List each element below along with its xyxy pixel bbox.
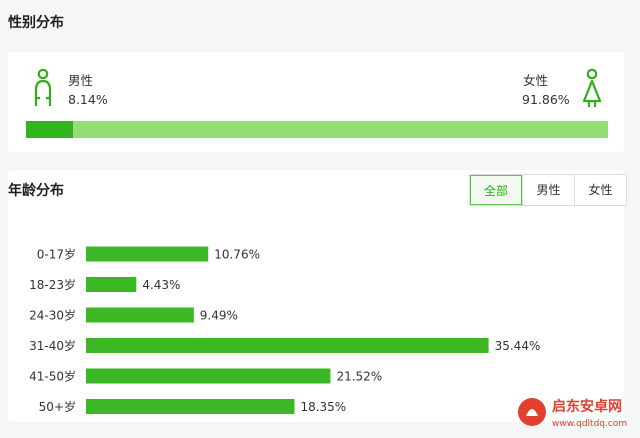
- age-bar-value-label: 18.35%: [300, 400, 346, 414]
- age-distribution-chart: 0-17岁 10.76% 18-23岁 4.43% 24-30岁 9.49% 31-40岁 3…: [29, 246, 541, 414]
- gender-ratio-bar: [26, 121, 608, 138]
- age-section-title: 年龄分布: [8, 183, 64, 199]
- age-category-label: 0-17岁: [37, 247, 76, 262]
- age-category-label: 24-30岁: [29, 308, 76, 323]
- age-bar-value-label: 10.76%: [214, 248, 260, 262]
- male-person-icon: [34, 68, 52, 106]
- gender-card: 男性 8.14% 女性 91.86%: [8, 52, 624, 152]
- age-bar: [86, 246, 209, 262]
- age-category-label: 41-50岁: [29, 369, 76, 384]
- female-label: 女性: [523, 73, 549, 88]
- age-bar-value-label: 4.43%: [142, 278, 180, 292]
- age-bar: [86, 277, 137, 292]
- male-label: 男性: [68, 73, 94, 88]
- tab-all[interactable]: 全部: [470, 175, 522, 205]
- female-person-icon: [582, 68, 602, 107]
- tab-male[interactable]: 男性: [522, 175, 574, 205]
- svg-text:www.qdltdq.com: www.qdltdq.com: [552, 419, 627, 429]
- age-category-label: 18-23岁: [29, 277, 76, 292]
- watermark-logo: 启东安卓网 www.qdltdq.com: [516, 392, 640, 434]
- age-bar: [86, 368, 331, 384]
- male-percent: 8.14%: [68, 92, 108, 107]
- gender-ratio-male-segment: [26, 121, 74, 138]
- tab-female[interactable]: 女性: [574, 175, 626, 205]
- age-bar-value-label: 21.52%: [336, 370, 382, 384]
- age-filter-tabs: 全部 男性 女性: [469, 174, 627, 206]
- age-bar-value-label: 35.44%: [495, 339, 541, 353]
- age-category-label: 50+岁: [39, 399, 76, 414]
- age-bar: [86, 399, 295, 414]
- age-bar: [86, 338, 489, 353]
- age-bar-value-label: 9.49%: [200, 309, 238, 323]
- svg-text:启东安卓网: 启东安卓网: [552, 398, 622, 415]
- gender-section-title: 性别分布: [8, 15, 64, 31]
- female-percent: 91.86%: [522, 92, 570, 107]
- age-category-label: 31-40岁: [29, 338, 76, 353]
- age-bar: [86, 307, 194, 323]
